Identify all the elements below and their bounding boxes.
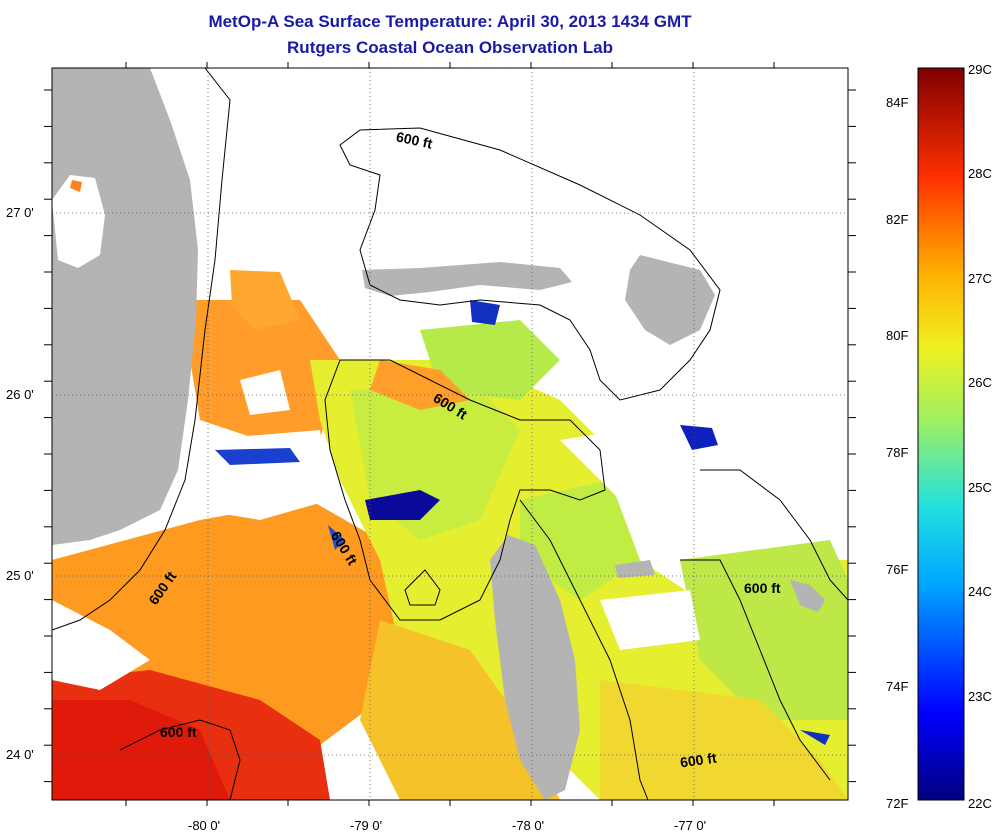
colorbar-c-label: 25C <box>968 480 992 495</box>
lon-label: -80 0' <box>188 818 221 833</box>
colorbar-c-label: 22C <box>968 796 992 811</box>
lake-okeechobee <box>52 175 105 268</box>
colorbar-f-label: 78F <box>886 445 909 460</box>
colorbar-f-label: 76F <box>886 562 909 577</box>
contour-label: 600 ft <box>160 724 197 740</box>
map-title: MetOp-A Sea Surface Temperature: April 3… <box>208 12 692 31</box>
cold-patches <box>215 300 830 745</box>
graticule <box>52 68 848 800</box>
colorbar-c-label: 23C <box>968 689 992 704</box>
lon-label: -78 0' <box>512 818 545 833</box>
colorbar-c-label: 24C <box>968 584 992 599</box>
colorbar-c-label: 29C <box>968 62 992 77</box>
colorbar-c-label: 28C <box>968 166 992 181</box>
colorbar-f-label: 84F <box>886 95 909 110</box>
sst-field <box>52 270 848 800</box>
lat-label: 27 0' <box>6 205 34 220</box>
lat-label: 26 0' <box>6 387 34 402</box>
colorbar-f-label: 82F <box>886 212 909 227</box>
colorbar-c-label: 26C <box>968 375 992 390</box>
colorbar-f-label: 72F <box>886 796 909 811</box>
map-subtitle: Rutgers Coastal Ocean Observation Lab <box>287 38 613 57</box>
contour-label: 600 ft <box>744 580 781 596</box>
colorbar-c-label: 27C <box>968 271 992 286</box>
colorbar <box>917 67 965 801</box>
colorbar-f-label: 74F <box>886 679 909 694</box>
lat-label: 24 0' <box>6 747 34 762</box>
colorbar-f-label: 80F <box>886 328 909 343</box>
lat-label: 25 0' <box>6 568 34 583</box>
lon-label: -77 0' <box>674 818 707 833</box>
depth-contours <box>52 68 848 800</box>
lon-label: -79 0' <box>350 818 383 833</box>
